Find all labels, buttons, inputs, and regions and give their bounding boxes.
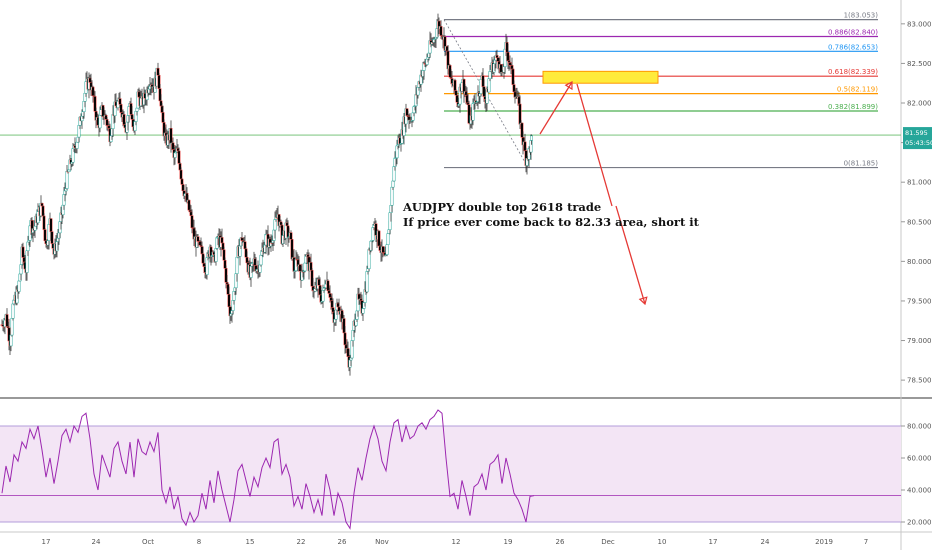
time-tick-label: 22 xyxy=(297,538,306,546)
time-tick-label: 24 xyxy=(92,538,101,546)
price-tick-label: 82.500 xyxy=(907,60,932,68)
drop-arrow-segment-2-head xyxy=(638,296,648,306)
candle-up xyxy=(65,170,69,189)
rsi-tick-label: 80.0000 xyxy=(907,423,932,431)
time-tick-label: Dec xyxy=(601,538,615,546)
candle-up xyxy=(75,141,79,149)
price-tick-label: 80.000 xyxy=(907,258,932,266)
rsi-polyline xyxy=(1,409,535,530)
short-entry-zone[interactable] xyxy=(542,70,659,84)
time-tick-label: 17 xyxy=(42,538,51,546)
time-tick-label: 17 xyxy=(709,538,718,546)
candle-down xyxy=(122,114,126,125)
time-axis[interactable]: 17 24 Oct 8 15 22 26 Nov 12 19 26 Dec 10 17 24 2019 7 xyxy=(42,538,869,546)
candle-down xyxy=(42,215,46,230)
fib-level-label: 0.886(82.840) xyxy=(828,29,878,37)
candle-down xyxy=(177,150,181,164)
drop-arrow-segment-2[interactable] xyxy=(615,205,646,305)
candle-down xyxy=(377,230,381,247)
current-price-time: 05:43:50 xyxy=(905,139,932,147)
fib-level-label: 0.5(82.119) xyxy=(837,86,878,94)
candle-up xyxy=(10,318,14,336)
candle-up xyxy=(214,248,218,262)
rsi-axis[interactable]: 80.0000 60.0000 40.0000 20.0000 xyxy=(901,423,932,527)
time-tick-label: Oct xyxy=(142,538,154,546)
trade-annotations[interactable] xyxy=(539,70,659,306)
candle-up xyxy=(365,271,369,293)
current-price-badge xyxy=(903,127,932,150)
time-tick-label: 7 xyxy=(864,538,868,546)
candle-up xyxy=(530,135,533,141)
price-tick-label: 80.500 xyxy=(907,218,932,226)
fib-level-label: 1(83.053) xyxy=(844,12,879,20)
rally-arrow-head xyxy=(564,81,573,91)
price-tick-label: 83.000 xyxy=(907,20,932,28)
candle-down xyxy=(43,229,47,242)
candle-down xyxy=(506,51,510,62)
candle-up xyxy=(488,71,492,79)
price-pane[interactable] xyxy=(0,0,901,396)
candle-up xyxy=(385,244,389,255)
candle-up xyxy=(33,225,37,231)
current-price-value: 81.595 xyxy=(905,129,928,137)
rsi-band xyxy=(0,425,901,523)
candle-down xyxy=(227,294,231,308)
current-price-tag: 81.595 05:43:50 xyxy=(903,127,932,150)
price-tick-label: 79.500 xyxy=(907,297,932,305)
price-tick-label: 81.000 xyxy=(907,179,932,187)
candle-down xyxy=(50,231,54,244)
fib-level-label: 0.382(81.899) xyxy=(828,103,878,111)
candle-down xyxy=(289,232,293,240)
candle-up xyxy=(259,254,263,266)
candlestick-series xyxy=(0,13,533,376)
rsi-band-fill xyxy=(0,426,901,522)
time-tick-label: 8 xyxy=(197,538,201,546)
time-tick-label: 26 xyxy=(556,538,565,546)
candle-up xyxy=(9,334,13,347)
candle-up xyxy=(235,256,239,274)
fibonacci-retracement[interactable]: 1(83.053) 0.886(82.840) 0.786(82.653) 0.618… xyxy=(443,12,879,169)
candle-up xyxy=(17,280,21,292)
candle-down xyxy=(343,332,347,346)
time-tick-label: 12 xyxy=(452,538,461,546)
candle-up xyxy=(391,180,395,188)
candle-up xyxy=(386,233,390,245)
candle-down xyxy=(220,237,224,244)
fib-level-label: 0(81.185) xyxy=(844,160,879,168)
candle-down xyxy=(49,218,53,232)
candle-up xyxy=(361,308,365,314)
fib-level-label: 0.618(82.339) xyxy=(828,68,878,76)
candle-down xyxy=(453,79,457,91)
price-tick-label: 79.000 xyxy=(907,337,932,345)
annotation-line-2[interactable]: If price ever come back to 82.33 area, s… xyxy=(403,215,700,229)
rally-arrow[interactable] xyxy=(539,81,573,135)
candle-up xyxy=(303,262,307,272)
time-tick-label: 26 xyxy=(338,538,347,546)
candle-down xyxy=(179,169,183,180)
drop-arrow-segment-1[interactable] xyxy=(576,83,613,207)
candle-up xyxy=(173,152,177,158)
time-tick-label: 2019 xyxy=(815,538,833,546)
time-tick-label: 10 xyxy=(658,538,667,546)
time-tick-label: 24 xyxy=(761,538,770,546)
time-tick-label: Nov xyxy=(375,538,389,546)
price-axis[interactable]: 83.00082.50082.00081.50081.00080.50080.0… xyxy=(901,20,932,385)
time-tick-label: 19 xyxy=(504,538,513,546)
candle-up xyxy=(98,114,102,129)
candle-down xyxy=(180,178,184,185)
rsi-tick-label: 20.0000 xyxy=(907,519,932,527)
price-tick-label: 82.000 xyxy=(907,100,932,108)
rsi-line xyxy=(1,409,535,530)
rsi-tick-label: 40.0000 xyxy=(907,487,932,495)
price-tick-label: 78.500 xyxy=(907,377,932,385)
time-tick-label: 15 xyxy=(246,538,255,546)
rsi-tick-label: 60.0000 xyxy=(907,455,932,463)
candle-up xyxy=(11,303,15,319)
candle-up xyxy=(135,107,139,112)
fib-level-label: 0.786(82.653) xyxy=(828,43,878,51)
annotation-line-1[interactable]: AUDJPY double top 2618 trade xyxy=(402,200,601,214)
